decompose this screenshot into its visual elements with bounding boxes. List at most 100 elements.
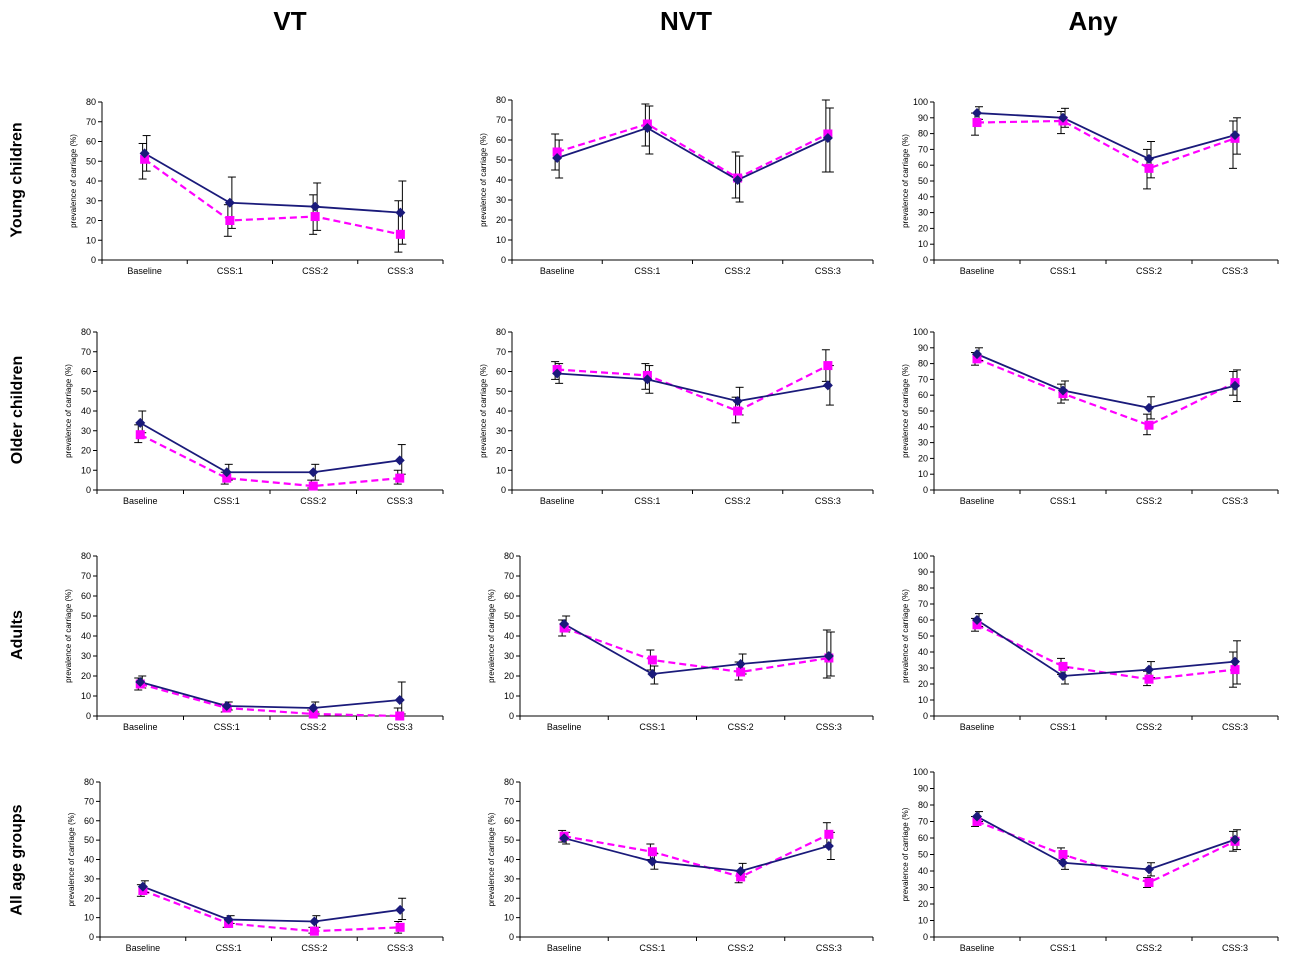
data-point-diamond xyxy=(647,669,658,679)
x-tick-label: Baseline xyxy=(123,722,158,732)
x-tick-label: CSS:2 xyxy=(1136,496,1162,506)
series-line xyxy=(563,623,829,675)
x-tick-label: CSS:2 xyxy=(1136,722,1162,732)
x-tick-label: CSS:1 xyxy=(639,722,665,732)
y-tick-label: 50 xyxy=(496,386,506,396)
y-tick-label: 30 xyxy=(86,196,96,206)
data-point-diamond xyxy=(1144,402,1154,413)
x-tick-label: CSS:3 xyxy=(815,266,841,276)
series-line xyxy=(140,681,400,709)
x-tick-label: Baseline xyxy=(127,266,162,276)
series-line xyxy=(976,353,1236,409)
y-tick-label: 20 xyxy=(918,223,928,233)
y-tick-label: 40 xyxy=(918,647,928,657)
y-tick-label: 40 xyxy=(84,855,94,865)
y-tick-label: 80 xyxy=(81,327,91,337)
x-tick-label: CSS:2 xyxy=(728,943,754,953)
data-point-diamond xyxy=(822,133,833,143)
y-tick-label: 20 xyxy=(504,671,514,681)
y-tick-label: 40 xyxy=(86,176,96,186)
data-point-diamond xyxy=(221,467,232,478)
data-point-diamond xyxy=(137,881,148,892)
data-point-diamond xyxy=(223,914,234,925)
y-tick-label: 0 xyxy=(501,485,506,495)
y-tick-label: 80 xyxy=(918,359,928,369)
data-point-square xyxy=(308,481,318,491)
y-tick-label: 90 xyxy=(918,567,928,577)
y-tick-label: 60 xyxy=(81,367,91,377)
x-tick-label: CSS:2 xyxy=(1136,266,1162,276)
y-axis-label: prevalence of carriage (%) xyxy=(69,134,78,228)
data-point-square xyxy=(1144,878,1154,888)
data-point-diamond xyxy=(309,916,320,927)
data-point-square xyxy=(647,847,657,857)
y-tick-label: 10 xyxy=(81,691,91,701)
chart-all-nvt-svg: 0 10 20 30 40 50 60 70 80 Baseline CSS:1 CSS:2 CSS:3… xyxy=(487,777,874,953)
data-point-diamond xyxy=(559,833,570,844)
y-tick-label: 0 xyxy=(923,255,928,265)
y-axis-label: prevalence of carriage (%) xyxy=(901,134,910,228)
y-tick-label: 20 xyxy=(84,893,94,903)
y-tick-label: 0 xyxy=(923,711,928,721)
x-tick-label: CSS:1 xyxy=(217,266,243,276)
y-tick-label: 90 xyxy=(918,113,928,123)
y-axis-label: prevalence of carriage (%) xyxy=(487,589,496,683)
data-point-square xyxy=(395,711,405,721)
x-tick-label: CSS:3 xyxy=(1222,722,1248,732)
x-tick-label: CSS:1 xyxy=(1050,266,1076,276)
y-tick-label: 0 xyxy=(923,485,928,495)
y-tick-label: 40 xyxy=(81,631,91,641)
x-tick-label: CSS:2 xyxy=(301,943,327,953)
data-point-diamond xyxy=(823,840,834,851)
y-axis-label: prevalence of carriage (%) xyxy=(901,807,910,901)
series-line xyxy=(144,152,401,214)
y-tick-label: 70 xyxy=(504,796,514,806)
data-point-diamond xyxy=(1144,153,1154,164)
x-tick-label: CSS:2 xyxy=(300,722,326,732)
series-line xyxy=(976,357,1236,427)
y-tick-label: 50 xyxy=(918,850,928,860)
data-point-square xyxy=(135,430,145,440)
series-line xyxy=(976,119,1236,170)
x-tick-label: CSS:1 xyxy=(1050,943,1076,953)
x-tick-label: CSS:3 xyxy=(387,722,413,732)
y-tick-label: 60 xyxy=(918,390,928,400)
data-point-square xyxy=(824,829,834,839)
y-tick-label: 40 xyxy=(504,855,514,865)
data-point-diamond xyxy=(394,695,405,705)
series-line xyxy=(556,127,829,182)
data-point-square xyxy=(823,361,833,371)
data-point-square xyxy=(308,709,318,719)
y-tick-label: 40 xyxy=(496,175,506,185)
series-line xyxy=(142,885,401,923)
data-point-diamond xyxy=(972,615,982,625)
y-tick-label: 30 xyxy=(496,426,506,436)
x-tick-label: Baseline xyxy=(960,722,995,732)
y-tick-label: 60 xyxy=(86,137,96,147)
data-point-diamond xyxy=(972,349,982,360)
data-point-diamond xyxy=(221,701,232,711)
row-title-older-children-text: Older children xyxy=(9,355,26,465)
y-tick-label: 70 xyxy=(81,347,91,357)
data-point-square xyxy=(733,406,743,416)
data-point-square xyxy=(395,922,405,932)
x-tick-label: CSS:1 xyxy=(634,496,660,506)
data-point-diamond xyxy=(1230,656,1240,667)
chart-all-vt-svg: 0 10 20 30 40 50 60 70 80 Baseline CSS:1 CSS:2 CSS:3… xyxy=(67,777,444,953)
x-tick-label: Baseline xyxy=(960,496,995,506)
y-tick-label: 70 xyxy=(918,374,928,384)
data-point-square xyxy=(736,667,746,677)
x-tick-label: CSS:3 xyxy=(1222,943,1248,953)
y-tick-label: 40 xyxy=(918,866,928,876)
y-tick-label: 30 xyxy=(918,438,928,448)
y-tick-label: 80 xyxy=(84,777,94,787)
y-tick-label: 10 xyxy=(496,235,506,245)
y-axis-label: prevalence of carriage (%) xyxy=(901,364,910,458)
chart-young-any-svg: 0 10 20 30 40 50 60 70 80 90 100 Baseline CSS:1 CSS:2… xyxy=(901,97,1279,276)
y-tick-label: 40 xyxy=(81,406,91,416)
y-tick-label: 20 xyxy=(496,215,506,225)
y-tick-label: 0 xyxy=(86,485,91,495)
data-point-diamond xyxy=(308,467,319,478)
y-tick-label: 10 xyxy=(81,465,91,475)
data-point-square xyxy=(1144,163,1154,173)
